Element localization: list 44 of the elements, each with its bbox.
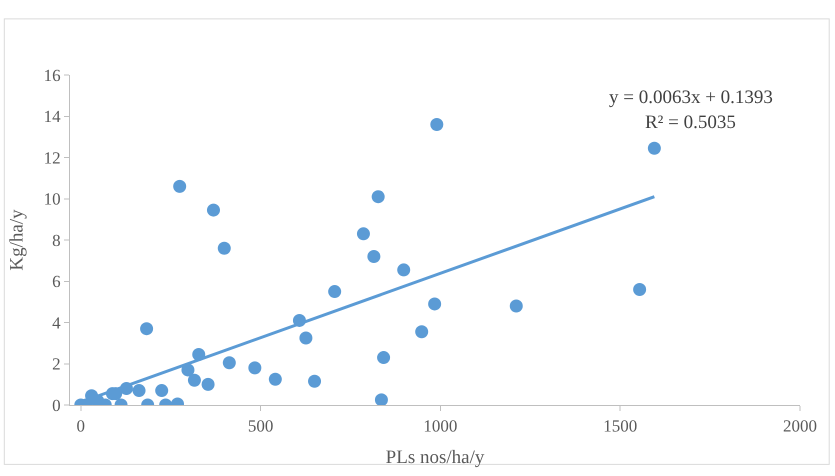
point (377, 351, 390, 364)
x-tick-label: 2000 (783, 416, 817, 436)
x-tick-label: 500 (248, 416, 274, 436)
y-tick-label: 2 (52, 354, 61, 374)
y-tick-label: 10 (44, 190, 61, 209)
point (308, 374, 322, 388)
x-tick-label: 1000 (423, 416, 458, 436)
point (510, 300, 523, 312)
x-axis-title: PLs nos/ha/y (386, 447, 485, 468)
point (218, 242, 231, 255)
point (328, 285, 342, 298)
y-tick-label: 6 (52, 272, 61, 292)
point (173, 180, 186, 193)
x-tick-label: 1500 (603, 416, 638, 436)
point (372, 190, 385, 204)
point (206, 204, 220, 217)
y-tick-label: 16 (44, 66, 61, 85)
point (633, 283, 646, 296)
point (428, 297, 442, 310)
point (132, 384, 146, 398)
point (397, 263, 410, 276)
y-tick-label: 14 (44, 107, 62, 126)
point (222, 356, 236, 370)
y-tick-label: 4 (52, 313, 62, 332)
point (140, 322, 154, 336)
annotation: R² = 0.5035 (645, 112, 736, 133)
point (415, 325, 428, 338)
point (430, 118, 444, 131)
annotation: y = 0.0063x + 0.1393 (609, 87, 773, 108)
point (268, 372, 282, 386)
point (356, 227, 370, 240)
y-tick-label: 0 (52, 396, 61, 415)
point (248, 361, 262, 374)
y-tick-label: 12 (44, 148, 61, 168)
point (367, 250, 380, 263)
point (299, 331, 312, 344)
y-axis-title: Kg/ha/y (6, 208, 28, 271)
point (188, 374, 201, 387)
x-tick-label: 0 (76, 416, 86, 436)
point (155, 384, 168, 398)
y-tick-label: 8 (52, 230, 61, 250)
point (648, 142, 661, 155)
point (374, 393, 388, 405)
point (202, 378, 215, 391)
